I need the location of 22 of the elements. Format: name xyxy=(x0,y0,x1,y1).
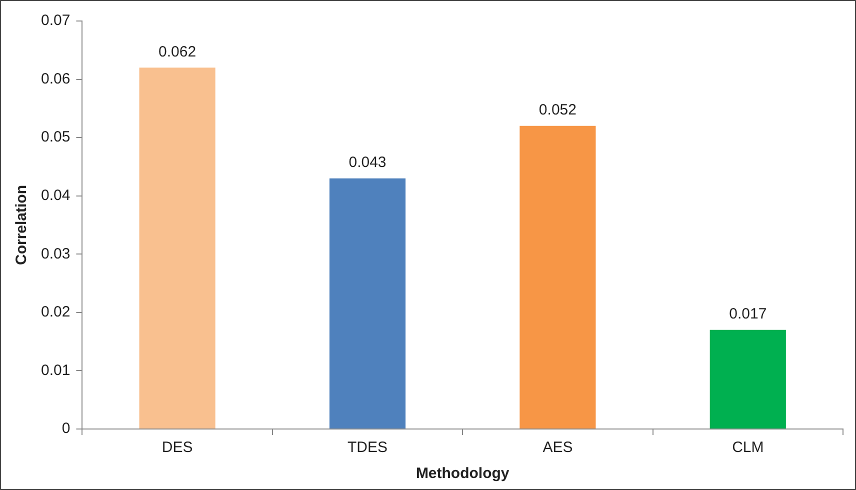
y-tick-label: 0 xyxy=(62,420,70,438)
y-tick-label: 0.02 xyxy=(40,304,70,321)
bar xyxy=(710,330,786,428)
x-tick-label: DES xyxy=(162,439,193,456)
data-label: 0.052 xyxy=(538,102,576,119)
x-tick-label: CLM xyxy=(732,439,764,456)
y-tick-label: 0.05 xyxy=(40,128,70,146)
x-axis-title: Methodology xyxy=(416,465,510,482)
bar xyxy=(520,126,596,428)
x-tick-label: AES xyxy=(542,439,573,456)
y-tick-label: 0.01 xyxy=(40,362,70,379)
data-label: 0.062 xyxy=(158,43,196,60)
x-tick-label: TDES xyxy=(347,439,388,456)
data-label: 0.043 xyxy=(348,154,386,172)
y-axis-title: Correlation xyxy=(13,184,30,266)
y-tick-label: 0.04 xyxy=(40,187,70,204)
bar xyxy=(329,178,406,428)
y-tick-label: 0.03 xyxy=(40,245,70,262)
y-tick-label: 0.07 xyxy=(40,12,70,30)
y-tick-label: 0.06 xyxy=(40,70,70,88)
bar xyxy=(139,68,216,428)
data-label: 0.017 xyxy=(729,306,767,323)
